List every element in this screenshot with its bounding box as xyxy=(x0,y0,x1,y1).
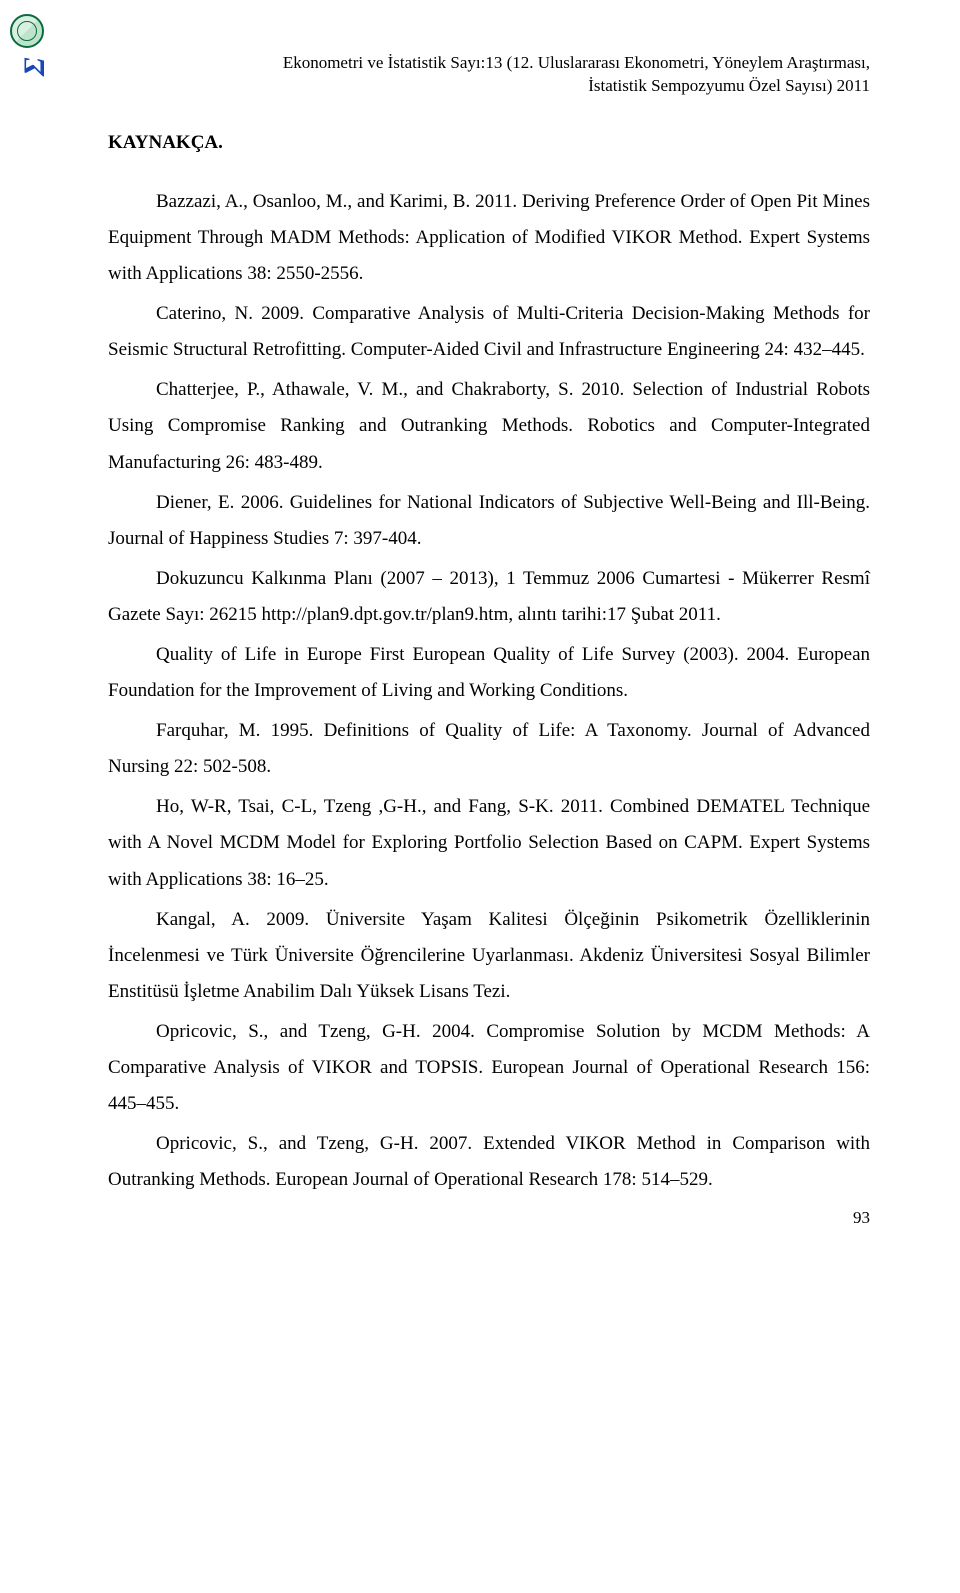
reference-item: Opricovic, S., and Tzeng, G-H. 2007. Ext… xyxy=(108,1126,870,1198)
section-heading: KAYNAKÇA. xyxy=(108,132,870,154)
header-line-1: Ekonometri ve İstatistik Sayı:13 (12. Ul… xyxy=(238,52,870,75)
journal-header: Ekonometri ve İstatistik Sayı:13 (12. Ul… xyxy=(108,52,870,98)
reference-item: Farquhar, M. 1995. Definitions of Qualit… xyxy=(108,713,870,785)
reference-item: Bazzazi, A., Osanloo, M., and Karimi, B.… xyxy=(108,184,870,292)
header-line-2: İstatistik Sempozyumu Özel Sayısı) 2011 xyxy=(238,75,870,98)
reference-item: Kangal, A. 2009. Üniversite Yaşam Kalite… xyxy=(108,902,870,1010)
reference-item: Caterino, N. 2009. Comparative Analysis … xyxy=(108,296,870,368)
reference-item: Chatterjee, P., Athawale, V. M., and Cha… xyxy=(108,372,870,480)
reference-item: Quality of Life in Europe First European… xyxy=(108,637,870,709)
reference-item: Dokuzuncu Kalkınma Planı (2007 – 2013), … xyxy=(108,561,870,633)
logo-circle-icon xyxy=(10,14,44,48)
reference-item: Ho, W-R, Tsai, C-L, Tzeng ,G-H., and Fan… xyxy=(108,789,870,897)
reference-item: Opricovic, S., and Tzeng, G-H. 2004. Com… xyxy=(108,1014,870,1122)
reference-item: Diener, E. 2006. Guidelines for National… xyxy=(108,485,870,557)
page-number: 93 xyxy=(108,1208,870,1228)
journal-logo: Σ xyxy=(10,14,48,68)
sigma-icon: Σ xyxy=(18,57,52,76)
